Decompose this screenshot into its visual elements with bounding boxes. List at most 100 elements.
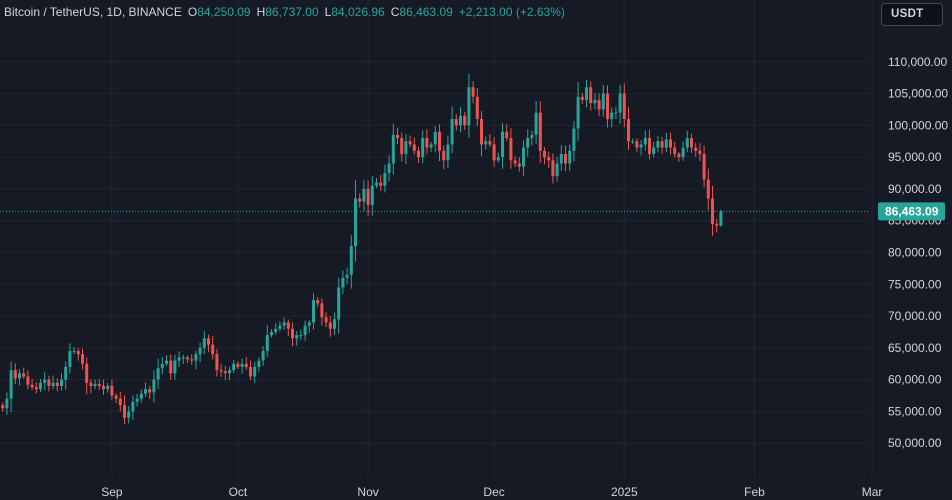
candle-body bbox=[589, 87, 593, 104]
candle-body bbox=[681, 147, 685, 158]
candle bbox=[496, 152, 500, 163]
candle-body bbox=[366, 188, 370, 205]
candle bbox=[564, 145, 567, 172]
candle-body bbox=[55, 382, 59, 386]
candle-body bbox=[186, 357, 189, 360]
candle bbox=[131, 395, 135, 420]
low-value: 84,026.96 bbox=[331, 5, 385, 19]
candle-body bbox=[47, 379, 51, 386]
candle bbox=[93, 379, 97, 390]
currency-button[interactable]: USDT bbox=[881, 3, 943, 26]
candle-body bbox=[711, 198, 714, 224]
candle bbox=[568, 144, 572, 172]
candle-body bbox=[488, 141, 492, 145]
candle-body bbox=[131, 401, 135, 412]
candle-body bbox=[110, 386, 114, 396]
candle bbox=[488, 134, 492, 148]
candle-body bbox=[446, 144, 450, 161]
symbol-title[interactable]: Bitcoin / TetherUS, 1D, BINANCE bbox=[4, 5, 182, 19]
chart-gridlines bbox=[0, 0, 873, 478]
price-axis[interactable]: 50,000.00 55,000.00 60,000.00 65,000.00 70,0… bbox=[888, 55, 948, 450]
close-value: 86,463.09 bbox=[399, 5, 453, 19]
candle-body bbox=[358, 198, 362, 202]
candle-body bbox=[509, 138, 513, 161]
candle-body bbox=[454, 119, 458, 126]
candle bbox=[606, 85, 609, 128]
candle-body bbox=[585, 87, 588, 100]
candle bbox=[349, 235, 353, 289]
candle bbox=[438, 124, 441, 162]
candle-body bbox=[148, 389, 152, 393]
candle bbox=[509, 128, 513, 169]
candle-body bbox=[685, 138, 689, 148]
candle bbox=[228, 366, 231, 381]
candle bbox=[501, 123, 504, 169]
candle-body bbox=[278, 325, 282, 329]
candle-body bbox=[597, 99, 601, 110]
candle-body bbox=[690, 138, 693, 148]
candle-body bbox=[438, 131, 441, 151]
candle bbox=[152, 370, 156, 403]
candle bbox=[312, 292, 315, 330]
candle-body bbox=[412, 144, 416, 151]
candle-body bbox=[194, 354, 198, 361]
candle bbox=[60, 372, 63, 391]
candle bbox=[249, 360, 252, 381]
price-tick-label: 70,000.00 bbox=[888, 309, 942, 323]
price-tick-label: 105,000.00 bbox=[888, 87, 948, 101]
candle-body bbox=[173, 360, 177, 374]
candle-body bbox=[34, 387, 38, 390]
candle bbox=[719, 209, 723, 227]
candle bbox=[219, 364, 223, 377]
candle bbox=[442, 145, 446, 170]
candle bbox=[39, 378, 42, 393]
candle bbox=[198, 342, 202, 363]
candle bbox=[110, 379, 114, 400]
candle bbox=[396, 127, 399, 145]
candle bbox=[421, 130, 425, 164]
candle bbox=[614, 107, 618, 120]
candle bbox=[475, 88, 479, 126]
candle-body bbox=[286, 322, 290, 329]
candle-body bbox=[459, 115, 462, 126]
candle-body bbox=[480, 119, 483, 145]
price-tick-label: 65,000.00 bbox=[888, 341, 942, 355]
candle-body bbox=[190, 359, 194, 361]
candle bbox=[572, 120, 576, 162]
candle-body bbox=[102, 386, 105, 390]
candle-body bbox=[702, 153, 706, 180]
candle bbox=[123, 395, 126, 425]
candle bbox=[106, 383, 110, 393]
candle-body bbox=[228, 370, 231, 374]
candle-body bbox=[715, 223, 719, 226]
candle bbox=[240, 358, 244, 374]
candle bbox=[34, 382, 38, 394]
price-tick-label: 60,000.00 bbox=[888, 373, 942, 387]
candle bbox=[1, 402, 5, 412]
candle-body bbox=[68, 351, 72, 367]
candle bbox=[673, 141, 677, 158]
price-tick-label: 55,000.00 bbox=[888, 404, 942, 418]
candle bbox=[160, 357, 164, 375]
candle bbox=[631, 138, 635, 144]
time-tick-label: Mar bbox=[862, 485, 883, 499]
candle-body bbox=[261, 351, 265, 361]
candle bbox=[114, 393, 118, 404]
candle bbox=[341, 270, 345, 294]
time-tick-label: Oct bbox=[229, 485, 248, 499]
candle bbox=[169, 354, 173, 380]
candle bbox=[635, 138, 639, 153]
candle bbox=[522, 140, 525, 177]
candle-body bbox=[312, 300, 315, 323]
candle-body bbox=[572, 128, 576, 151]
time-tick-label: Nov bbox=[357, 485, 378, 499]
candle bbox=[97, 378, 101, 391]
candle-body bbox=[60, 379, 63, 386]
candle bbox=[505, 123, 509, 142]
candle-body bbox=[576, 96, 580, 129]
candle-body bbox=[307, 322, 311, 326]
time-axis[interactable]: Sep Oct Nov Dec 2025 Feb Mar bbox=[101, 485, 882, 499]
price-tick-label: 110,000.00 bbox=[888, 55, 947, 69]
candle bbox=[13, 363, 17, 385]
